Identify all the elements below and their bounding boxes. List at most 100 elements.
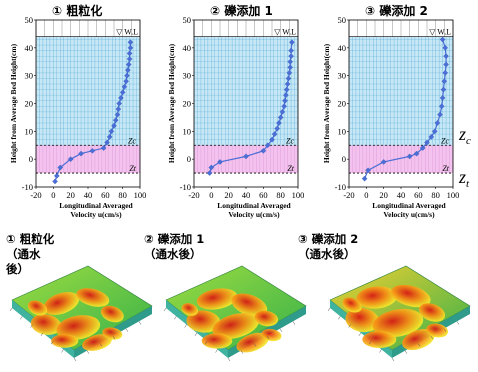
y-tick-label: 40 xyxy=(183,43,192,53)
y-axis-label: Height from Average Bed Height(cm) xyxy=(167,43,176,163)
surface-title-3-line2: （通水後） xyxy=(298,247,356,261)
velocity-point xyxy=(53,173,60,179)
surface-axis-tick xyxy=(30,324,33,328)
y-tick-label: 50 xyxy=(25,15,34,25)
x-tick-label: 40 xyxy=(397,190,406,200)
velocity-point xyxy=(288,47,294,54)
gravel-stone xyxy=(390,284,431,308)
surface-title-1: ① 粗粒化 （通水 後） xyxy=(6,232,54,277)
gravel-stone xyxy=(51,334,79,348)
gravel-stone xyxy=(102,327,123,340)
gravel-stone xyxy=(236,332,269,353)
velocity-point xyxy=(289,39,295,46)
velocity-point xyxy=(437,111,443,118)
velocity-point xyxy=(78,150,84,157)
velocity-point xyxy=(52,178,58,185)
gravel-stone xyxy=(372,308,424,338)
x-tick-label: 0 xyxy=(364,190,368,200)
surface-axis-tick xyxy=(40,332,44,337)
x-tick-label: 100 xyxy=(134,190,147,200)
surface-axis-tick xyxy=(73,357,77,362)
y-tick-label: -10 xyxy=(180,182,191,192)
gravel-stone xyxy=(186,310,221,333)
surface-axis-tick xyxy=(358,332,362,337)
velocity-point xyxy=(119,89,126,96)
x-tick-label: 60 xyxy=(414,190,423,200)
y-tick-label: 50 xyxy=(183,15,192,25)
x-axis-label-line1: Longitudinal Averaged xyxy=(217,201,291,210)
gravel-stone xyxy=(201,333,233,349)
velocity-point xyxy=(243,153,249,160)
velocity-point xyxy=(108,128,115,135)
surface-axis-tick xyxy=(240,350,244,354)
y-tick-label: 40 xyxy=(338,43,347,53)
velocity-point xyxy=(277,114,284,121)
velocity-point xyxy=(282,97,288,104)
chart-panel-1: -10 0 10 20 30 40 50 -20 0 20 40 60 80 100Longitudina… xyxy=(9,3,146,219)
y-tick-label: 30 xyxy=(183,71,192,81)
gravel-stone xyxy=(345,307,380,333)
surface-axis-tick xyxy=(430,335,434,340)
velocity-point xyxy=(439,36,446,43)
surface-axis-tick xyxy=(292,321,296,325)
surface-axis-tick xyxy=(338,316,341,320)
velocity-point xyxy=(284,81,291,87)
gravel-stone xyxy=(196,288,238,310)
panel-title: ③ 礫添加 2 xyxy=(365,3,428,18)
surface-axis-tick xyxy=(266,335,270,340)
velocity-point xyxy=(288,53,294,59)
surface-axis-tick xyxy=(417,343,421,347)
y-tick-label: 20 xyxy=(25,99,34,109)
surface-axis-tick xyxy=(404,350,408,354)
zc-label: Zc xyxy=(128,136,136,145)
x-axis-label-line1: Longitudinal Averaged xyxy=(59,201,133,210)
y-tick-label: 20 xyxy=(183,99,192,109)
bed-surface-image-2 xyxy=(163,265,307,362)
velocity-point xyxy=(121,83,128,90)
surface-axis-tick xyxy=(456,321,460,325)
surface-axis-tick xyxy=(20,316,23,320)
bed-surface-image-3 xyxy=(327,265,471,362)
velocity-point xyxy=(443,53,449,59)
gravel-stone xyxy=(76,288,110,307)
surface-axis-tick xyxy=(279,328,283,332)
surface-axis-tick xyxy=(9,307,13,312)
surface-axis-tick xyxy=(227,357,231,362)
velocity-point xyxy=(125,67,131,73)
y-tick-label: 10 xyxy=(183,126,192,136)
velocity-point xyxy=(106,134,113,140)
surface-panel-2: ② 礫添加 1 （通水後） xyxy=(144,230,308,370)
x-tick-label: 100 xyxy=(447,190,460,200)
velocity-point xyxy=(116,100,123,107)
velocity-point xyxy=(431,128,438,135)
velocity-point xyxy=(260,148,267,154)
gravel-stone xyxy=(43,291,80,316)
velocity-point xyxy=(287,58,294,65)
x-tick-label: 100 xyxy=(292,190,305,200)
gravel-stone xyxy=(426,323,449,338)
velocity-point xyxy=(406,153,413,160)
surface-panel-3: ③ 礫添加 2 （通水後） xyxy=(298,230,472,370)
y-tick-label: 10 xyxy=(25,126,34,136)
velocity-point xyxy=(208,164,215,171)
velocity-point xyxy=(287,64,294,71)
velocity-point xyxy=(428,134,435,140)
x-tick-label: -20 xyxy=(30,190,41,200)
surface-axis-tick xyxy=(184,324,187,328)
gravel-stone xyxy=(82,334,112,351)
surface-axis-tick xyxy=(112,335,116,340)
side-zt-label: zt xyxy=(458,167,470,190)
velocity-point xyxy=(124,72,130,79)
velocity-point xyxy=(419,145,426,151)
chart-panel-2: -10 0 10 20 30 40 50 -20 0 20 40 60 80 100Longitudina… xyxy=(167,3,304,219)
velocity-point xyxy=(442,45,449,51)
velocity-point xyxy=(126,56,133,62)
y-tick-label: 0 xyxy=(187,154,191,164)
y-tick-label: -10 xyxy=(335,182,346,192)
gravel-stone xyxy=(30,314,62,335)
velocity-point xyxy=(413,150,420,157)
bed-surface-image-1 xyxy=(9,265,153,362)
panel-title: ① 粗粒化 xyxy=(52,3,102,18)
surface-axis-tick xyxy=(61,349,64,353)
surface-axis-tick xyxy=(163,307,167,312)
